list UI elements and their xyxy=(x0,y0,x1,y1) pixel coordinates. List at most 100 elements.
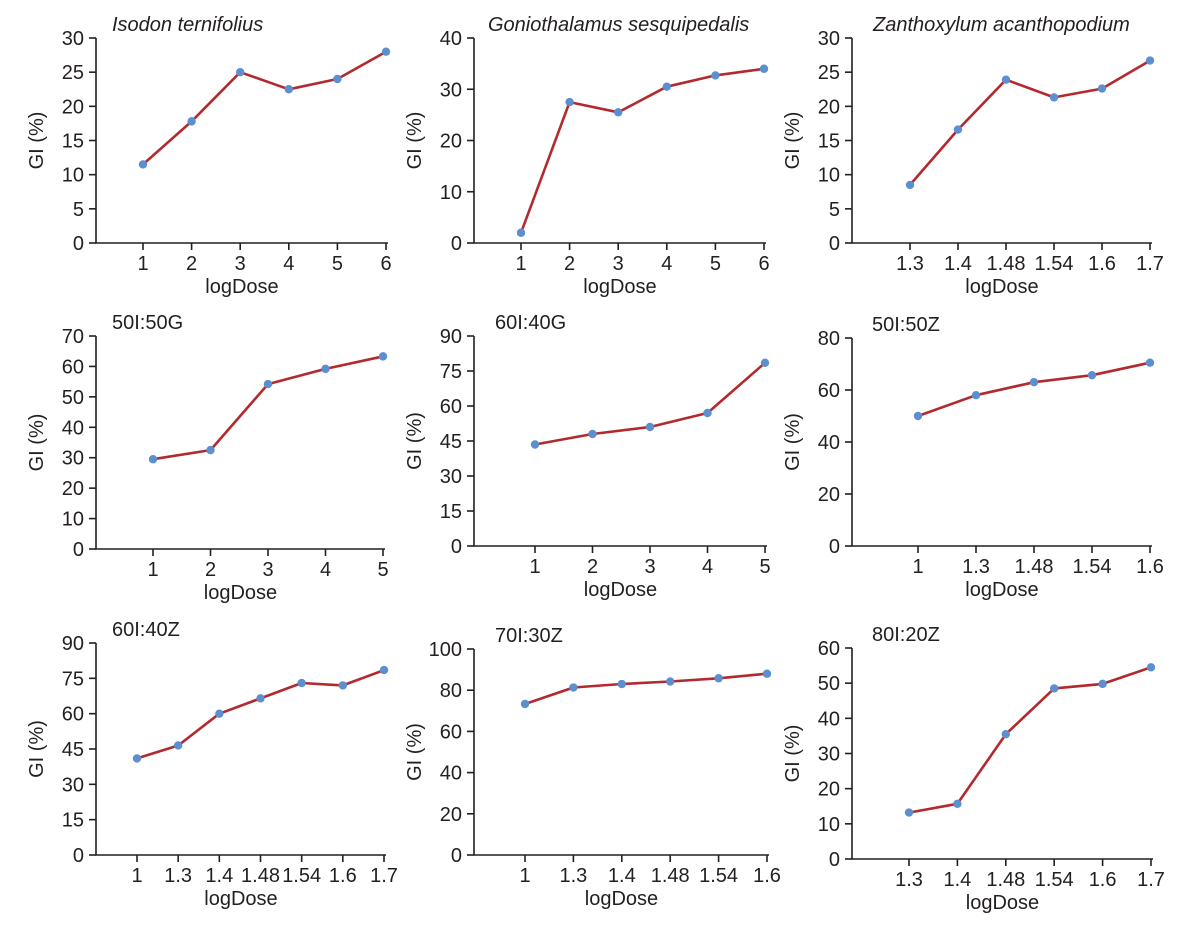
x-tick-label: 1 xyxy=(529,556,540,578)
y-tick-label: 100 xyxy=(429,639,462,661)
x-tick-label: 1.4 xyxy=(608,865,636,887)
y-tick-label: 20 xyxy=(62,96,84,118)
data-point xyxy=(760,358,770,368)
y-tick-label: 60 xyxy=(818,380,840,402)
y-tick-label: 40 xyxy=(440,763,462,785)
y-axis-label: GI (%) xyxy=(26,720,48,778)
x-tick-label: 1.48 xyxy=(986,869,1025,891)
x-tick-label: 1.3 xyxy=(962,556,990,578)
x-tick-label: 1.48 xyxy=(987,253,1026,275)
y-tick-label: 75 xyxy=(440,361,462,383)
x-tick-label: 4 xyxy=(702,556,713,578)
x-tick-label: 1 xyxy=(912,556,923,578)
data-point xyxy=(530,440,540,449)
chart-panel-6: 0 20 40 60 80 1 1.3 1.48 1.54 1.6 logDose GI (%) 50I… xyxy=(782,314,1164,601)
y-tick-label: 20 xyxy=(818,484,840,506)
x-tick-label: 4 xyxy=(661,253,672,275)
x-tick-label: 1.6 xyxy=(753,865,781,887)
series-line xyxy=(152,355,384,461)
y-tick-label: 80 xyxy=(818,328,840,350)
y-tick-label: 40 xyxy=(818,432,840,454)
x-axis-label: logDose xyxy=(966,892,1039,914)
x-axis-label: logDose xyxy=(204,582,277,604)
y-tick-label: 0 xyxy=(829,536,840,558)
series-line xyxy=(917,361,1151,418)
chart-title: Goniothalamus sesquipedalis xyxy=(488,14,749,36)
x-tick-label: 1.4 xyxy=(944,253,972,275)
y-tick-label: 60 xyxy=(440,721,462,743)
x-tick-label: 1.7 xyxy=(1136,253,1164,275)
data-point xyxy=(971,391,981,400)
y-tick-label: 15 xyxy=(440,501,462,523)
data-point xyxy=(711,71,720,80)
data-point xyxy=(187,117,196,126)
x-tick-label: 1 xyxy=(137,253,148,275)
y-tick-label: 0 xyxy=(73,845,84,867)
series-line xyxy=(909,59,1151,186)
y-axis-label: GI (%) xyxy=(26,112,48,170)
x-tick-label: 3 xyxy=(644,556,655,578)
data-point xyxy=(905,180,915,190)
data-point xyxy=(759,64,769,73)
x-tick-label: 6 xyxy=(380,253,391,275)
y-tick-label: 20 xyxy=(440,131,462,153)
data-point xyxy=(138,160,148,169)
y-axis-label: GI (%) xyxy=(26,414,48,472)
data-point xyxy=(236,67,245,77)
y-tick-label: 0 xyxy=(451,845,462,867)
x-tick-label: 1.54 xyxy=(282,865,321,887)
x-tick-label: 1.6 xyxy=(1089,869,1117,891)
x-tick-label: 1.48 xyxy=(1015,556,1054,578)
y-tick-label: 10 xyxy=(818,814,840,836)
y-tick-label: 20 xyxy=(62,478,84,500)
data-point xyxy=(953,799,962,808)
chart-title: 60I:40G xyxy=(495,312,566,334)
data-point xyxy=(148,455,158,464)
y-axis-label: GI (%) xyxy=(782,112,804,170)
y-tick-label: 45 xyxy=(440,431,462,453)
x-tick-label: 1.4 xyxy=(943,869,971,891)
chart-panel-1: 0 5 10 15 20 25 30 1 2 3 4 5 6 logDose GI (%) Isodon te… xyxy=(26,14,392,298)
data-point xyxy=(614,108,623,117)
y-tick-label: 50 xyxy=(62,387,84,409)
y-tick-label: 50 xyxy=(818,673,840,695)
data-point xyxy=(1145,56,1155,65)
x-tick-label: 1 xyxy=(131,865,142,887)
y-tick-label: 30 xyxy=(62,448,84,470)
x-tick-label: 1.6 xyxy=(329,865,357,887)
chart-title: 50I:50G xyxy=(112,312,183,334)
y-tick-label: 60 xyxy=(440,396,462,418)
x-tick-label: 1.54 xyxy=(699,865,738,887)
y-tick-label: 30 xyxy=(62,28,84,50)
y-tick-label: 10 xyxy=(440,182,462,204)
chart-panel-9: 0 10 20 30 40 50 60 1.3 1.4 1.48 1.54 1.6 1.7 logDose… xyxy=(782,624,1165,914)
series-line xyxy=(142,50,387,166)
x-tick-label: 1.54 xyxy=(1035,253,1074,275)
y-tick-label: 40 xyxy=(62,417,84,439)
y-tick-label: 60 xyxy=(62,704,84,726)
axes xyxy=(851,338,1152,547)
x-tick-label: 1.3 xyxy=(895,869,923,891)
x-tick-label: 3 xyxy=(235,253,246,275)
y-tick-label: 25 xyxy=(818,62,840,84)
data-point xyxy=(1097,84,1107,93)
y-axis-label: GI (%) xyxy=(404,112,426,170)
y-tick-label: 0 xyxy=(73,539,84,561)
y-tick-label: 40 xyxy=(440,28,462,50)
series-line xyxy=(534,361,766,446)
x-tick-label: 4 xyxy=(320,559,331,581)
axes xyxy=(95,643,386,856)
data-point xyxy=(520,699,530,709)
data-point xyxy=(263,379,273,389)
y-tick-label: 15 xyxy=(62,810,84,832)
series-line xyxy=(524,672,768,706)
y-tick-label: 0 xyxy=(829,233,840,255)
data-point xyxy=(588,429,597,439)
data-point xyxy=(338,681,348,690)
x-axis-label: logDose xyxy=(204,888,277,910)
x-tick-label: 1.54 xyxy=(1073,556,1112,578)
x-tick-label: 1.54 xyxy=(1035,869,1074,891)
x-tick-label: 1.3 xyxy=(559,865,587,887)
data-point xyxy=(378,352,388,361)
